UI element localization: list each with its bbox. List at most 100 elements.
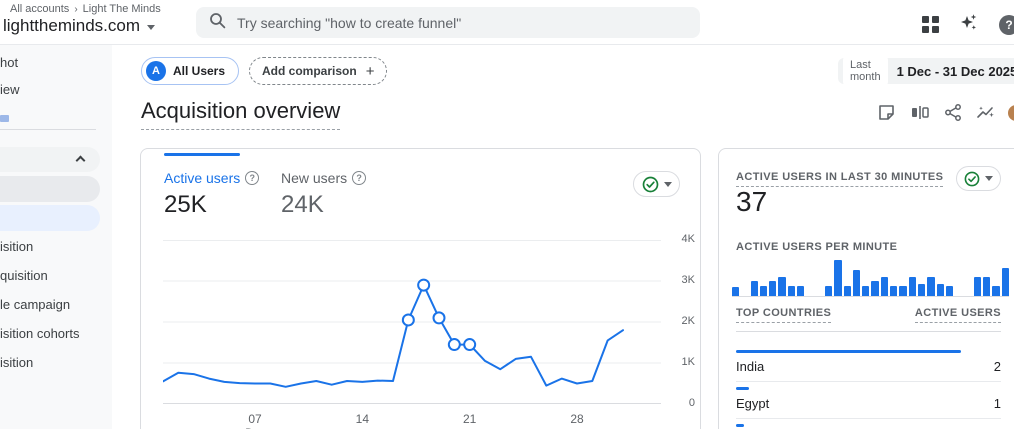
segment-label: All Users	[173, 64, 226, 78]
sidebar-item-campaign[interactable]: le campaign	[0, 297, 71, 312]
x-tick-label: 21	[462, 412, 477, 426]
table-header-divider	[736, 331, 1001, 332]
minute-bar	[732, 287, 740, 296]
data-point-marker	[463, 338, 477, 352]
data-point-marker	[401, 313, 415, 327]
y-tick-label: 4K	[681, 233, 695, 245]
chevron-up-icon	[75, 155, 86, 166]
sidebar-item-parent[interactable]	[0, 176, 100, 202]
breadcrumb-account[interactable]: Light The Minds	[82, 3, 161, 15]
segment-avatar: A	[146, 61, 166, 81]
sidebar-item-snapshot[interactable]: hot	[0, 55, 19, 70]
sidebar-section-header[interactable]	[0, 147, 100, 172]
property-selector[interactable]: lighttheminds.com	[3, 16, 156, 36]
country-rows: India2Egypt1Vietnam1	[736, 350, 1001, 429]
country-row[interactable]: India 2	[736, 359, 1001, 382]
metric-active-users[interactable]: Active users ? 25K	[164, 170, 260, 219]
minute-bar	[750, 281, 758, 296]
x-tick-label: 14	[355, 412, 369, 426]
minute-bar	[852, 270, 861, 296]
minute-bar	[778, 277, 786, 296]
minute-bar	[890, 286, 898, 296]
minute-bar	[797, 286, 805, 296]
report-actions	[877, 103, 996, 122]
y-tick-label: 0	[688, 397, 695, 409]
green-check-icon	[642, 176, 658, 192]
x-tick-label: 28	[570, 412, 584, 426]
apps-grid-icon[interactable]	[922, 16, 939, 33]
sidebar-item-acquisition-cohorts[interactable]: isition cohorts	[0, 326, 80, 341]
column-header-countries[interactable]: TOP COUNTRIES	[736, 307, 832, 323]
sidebar-item-traffic-acquisition[interactable]: quisition	[0, 268, 48, 283]
top-app-bar: All accounts › Light The Minds lightthem…	[0, 0, 1014, 45]
minute-bar	[769, 281, 777, 296]
y-tick-label: 2K	[681, 315, 695, 327]
country-name: Egypt	[736, 396, 770, 411]
country-proportion-bar	[736, 387, 750, 390]
realtime-card: ACTIVE USERS IN LAST 30 MINUTES 37 ACTIV…	[718, 148, 1014, 429]
top-countries-table: TOP COUNTRIES ACTIVE USERS India2Egypt1V…	[736, 307, 1001, 429]
metric-new-users-value: 24K	[281, 191, 324, 218]
data-point-marker	[417, 278, 431, 292]
sparkle-assistant-icon[interactable]	[958, 11, 980, 38]
topbar-actions: ?	[922, 11, 1014, 38]
minute-bar	[824, 286, 833, 296]
help-tooltip-icon[interactable]: ?	[245, 171, 260, 185]
active-tab-indicator	[164, 153, 240, 156]
data-point-marker	[432, 311, 446, 325]
realtime-title: ACTIVE USERS IN LAST 30 MINUTES	[736, 171, 944, 187]
help-icon[interactable]: ?	[999, 14, 1014, 35]
insights-icon[interactable]	[976, 103, 996, 122]
sidebar-item-user-acquisition[interactable]: isition	[0, 239, 34, 254]
metric-active-users-value: 25K	[164, 191, 207, 218]
sidebar-nav: hot iew isition quisition le campaign is…	[0, 45, 112, 429]
per-minute-bar-chart	[732, 257, 1009, 297]
sidebar-item-acquisition[interactable]: isition	[0, 355, 34, 370]
minute-bar	[973, 277, 982, 296]
x-tick-label: 07Dec	[245, 412, 265, 429]
minute-bar	[945, 286, 954, 296]
minute-bar	[843, 286, 851, 296]
data-quality-dropdown[interactable]	[633, 171, 680, 197]
search-bar[interactable]	[196, 7, 700, 38]
sidebar-item-overview[interactable]: iew	[0, 82, 20, 97]
date-preset-badge: Last month	[843, 56, 888, 86]
country-row[interactable]: Egypt 1	[736, 396, 1001, 419]
metric-new-users[interactable]: New users ? 24K	[281, 170, 367, 219]
sidebar-item-selected[interactable]	[0, 205, 100, 231]
minute-bar	[862, 286, 870, 296]
breadcrumb[interactable]: All accounts › Light The Minds	[10, 3, 161, 15]
per-minute-label: ACTIVE USERS PER MINUTE	[736, 241, 898, 253]
comparison-icon[interactable]	[910, 103, 930, 122]
all-users-segment-chip[interactable]: A All Users	[141, 57, 240, 85]
minute-bar	[917, 284, 926, 296]
country-proportion-bar	[736, 424, 744, 427]
realtime-data-quality-dropdown[interactable]	[956, 166, 1001, 191]
minute-bar	[871, 281, 879, 296]
minute-bar	[983, 277, 991, 296]
metric-active-users-label: Active users	[164, 170, 241, 186]
date-range-picker[interactable]: Last month 1 Dec - 31 Dec 2025	[838, 56, 1014, 86]
realtime-active-users-value: 37	[736, 186, 768, 217]
chevron-down-icon	[663, 181, 672, 187]
minute-bar	[880, 277, 889, 296]
date-range-text: 1 Dec - 31 Dec 2025	[896, 63, 1014, 79]
country-name: India	[736, 359, 765, 374]
add-comparison-button[interactable]: Add comparison +	[249, 57, 388, 85]
minute-bar	[908, 277, 916, 296]
breadcrumb-root[interactable]: All accounts	[10, 3, 70, 15]
chevron-down-icon	[147, 24, 156, 30]
country-active-users: 1	[993, 396, 1001, 411]
acquisition-metrics-card: Active users ? 25K New users ? 24K 0 1K 2K…	[140, 148, 701, 429]
column-header-active-users[interactable]: ACTIVE USERS	[914, 307, 1001, 323]
search-input[interactable]	[237, 14, 687, 31]
line-chart-svg	[163, 240, 661, 404]
minute-bar	[927, 277, 935, 296]
share-icon[interactable]	[944, 103, 962, 122]
clipped-edge-icon[interactable]	[1008, 105, 1014, 121]
clipped-blue-icon	[0, 115, 9, 122]
breadcrumb-chevron-icon: ›	[74, 3, 78, 15]
notes-icon[interactable]	[877, 103, 896, 122]
help-tooltip-icon[interactable]: ?	[352, 171, 367, 185]
